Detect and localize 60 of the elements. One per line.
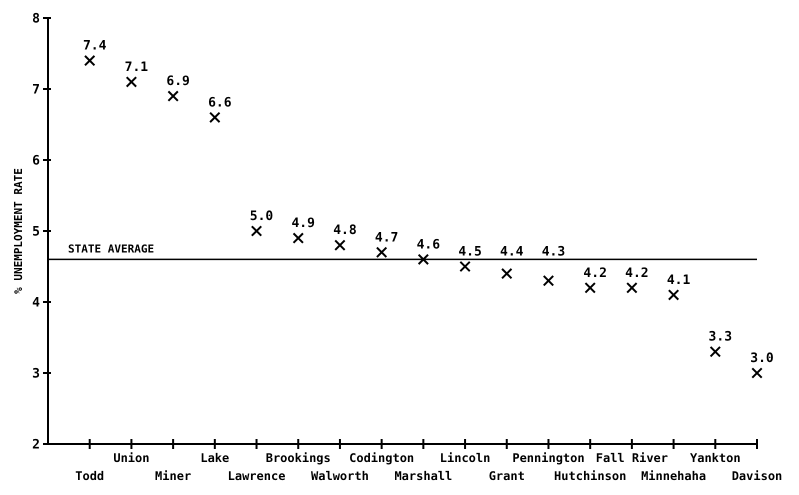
data-label: 5.0 — [250, 209, 274, 224]
y-tick-label: 8 — [32, 12, 40, 27]
point — [626, 282, 638, 294]
point — [209, 112, 221, 124]
y-tick-label: 3 — [32, 366, 40, 382]
x-tick-label: Todd — [75, 469, 104, 483]
data-label: 4.4 — [500, 244, 524, 260]
data-label: 4.1 — [666, 272, 690, 288]
data-label: 3.3 — [708, 330, 732, 345]
x-tick-label: Fall River — [596, 451, 668, 465]
point — [751, 367, 763, 379]
x-tick-label: Marshall — [394, 469, 452, 483]
ref-line-label: STATE AVERAGE — [68, 242, 154, 256]
x-tick-label: Lincoln — [440, 451, 490, 465]
point — [542, 274, 554, 286]
x-tick-label: Grant — [488, 469, 525, 483]
x-tick-label: Codington — [349, 451, 414, 465]
data-label: 7.1 — [124, 60, 148, 75]
data-label: 4.6 — [416, 237, 440, 252]
point — [501, 268, 512, 280]
x-tick-label: Lawrence — [228, 469, 286, 483]
x-tick-label: Union — [113, 451, 150, 465]
y-tick-label: 2 — [32, 438, 40, 453]
point — [334, 239, 346, 251]
data-label: 4.3 — [542, 244, 566, 260]
y-tick-label: 7 — [32, 82, 40, 98]
data-label: 6.6 — [208, 95, 232, 110]
y-axis-title: % UNEMPLOYMENT RATE — [12, 168, 25, 294]
x-tick-label: Miner — [155, 469, 192, 483]
x-tick-label: Hutchinson — [554, 469, 626, 483]
data-label: 4.5 — [458, 244, 482, 260]
data-label: 4.2 — [625, 266, 649, 281]
y-tick-label: 6 — [32, 154, 40, 169]
x-tick-label: Davison — [732, 469, 782, 483]
x-tick-label: Yankton — [690, 451, 741, 465]
point — [418, 254, 430, 266]
point — [292, 232, 304, 244]
point — [710, 346, 722, 358]
data-label: 4.7 — [374, 230, 398, 246]
data-label: 7.4 — [82, 38, 107, 54]
data-label: 4.2 — [583, 266, 607, 281]
point — [250, 225, 262, 237]
point — [84, 54, 96, 66]
point — [584, 282, 596, 294]
data-label: 4.8 — [333, 223, 357, 238]
x-tick-label: Lake — [200, 451, 230, 465]
point — [126, 76, 138, 88]
data-label: 4.9 — [291, 216, 315, 232]
x-tick-label: Minnehaha — [641, 469, 706, 483]
point — [376, 246, 388, 258]
y-tick-label: 5 — [32, 224, 40, 240]
point — [459, 260, 471, 272]
x-tick-label: Walworth — [311, 469, 369, 483]
data-label: 3.0 — [750, 351, 774, 366]
point — [668, 289, 680, 301]
point — [167, 90, 179, 102]
x-tick-label: Pennington — [512, 451, 585, 465]
y-tick-label: 4 — [32, 296, 40, 311]
data-label: 6.9 — [166, 74, 190, 90]
x-tick-label: Brookings — [266, 451, 331, 465]
